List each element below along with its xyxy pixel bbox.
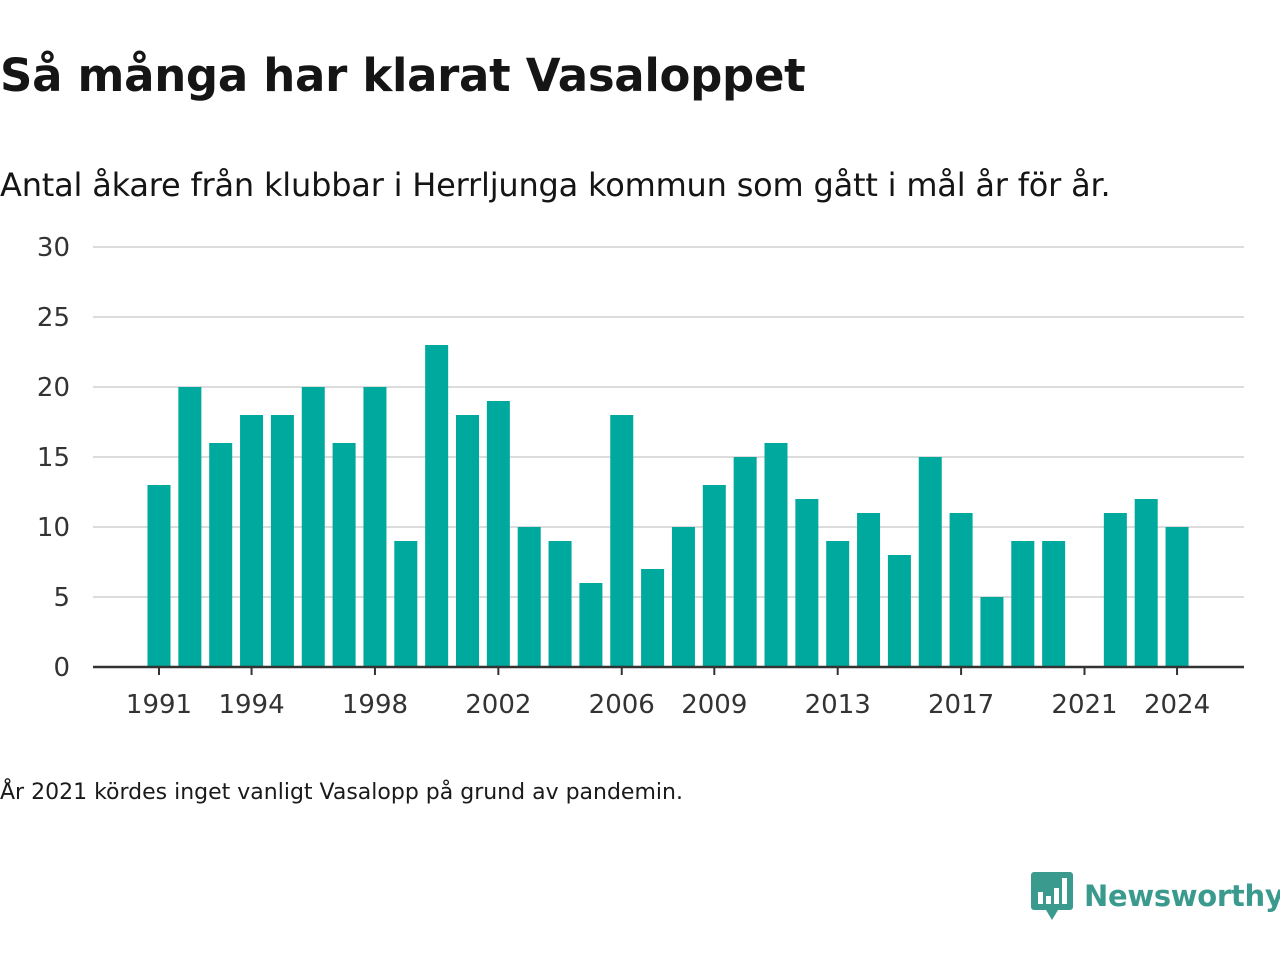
bar-2014 — [857, 513, 881, 667]
bar-2023 — [1134, 499, 1158, 667]
bar-2007 — [641, 569, 665, 667]
bar-1995 — [270, 415, 294, 667]
x-tick-label: 2021 — [1051, 690, 1117, 720]
x-tick-label: 2002 — [465, 690, 531, 720]
x-tick-label: 1991 — [126, 690, 192, 720]
bar-2024 — [1165, 527, 1189, 667]
bar-2016 — [918, 457, 942, 667]
brand: Newsworthy — [1030, 868, 1280, 924]
bar-2009 — [702, 485, 726, 667]
bar-2010 — [733, 457, 757, 667]
bar-2020 — [1042, 541, 1066, 667]
newsworthy-chart-bubble-icon — [1031, 872, 1073, 920]
y-tick-label: 25 — [37, 303, 70, 333]
x-tick-label: 2024 — [1144, 690, 1210, 720]
y-axis-tick-labels: 0 5 10 15 20 25 30 — [37, 233, 70, 683]
bar-2017 — [949, 513, 973, 667]
bar-1999 — [394, 541, 418, 667]
chart-title: Så många har klarat Vasaloppet — [0, 49, 806, 102]
bar-1992 — [178, 387, 202, 667]
x-tick-label: 2013 — [805, 690, 871, 720]
x-tick-label: 2009 — [681, 690, 747, 720]
x-axis-tick-labels: 1991 1994 1998 2002 2006 2009 2013 2017 2021 2024 — [126, 667, 1210, 720]
x-tick-label: 1994 — [218, 690, 284, 720]
bar-1993 — [209, 443, 233, 667]
bar-chart: 0 5 10 15 20 25 30 1991 1994 1998 2002 2006 2009 201… — [37, 233, 1244, 720]
bar-1997 — [332, 443, 356, 667]
bar-1994 — [240, 415, 264, 667]
bar-2015 — [887, 555, 911, 667]
bar-2013 — [826, 541, 850, 667]
x-tick-label: 1998 — [342, 690, 408, 720]
bar-2006 — [610, 415, 634, 667]
bar-1998 — [363, 387, 387, 667]
bar-1991 — [147, 485, 171, 667]
chart-subtitle: Antal åkare från klubbar i Herrljunga ko… — [0, 166, 1111, 204]
bar-2001 — [456, 415, 479, 667]
bar-2004 — [548, 541, 572, 667]
x-tick-label: 2006 — [589, 690, 655, 720]
gridlines — [93, 246, 1244, 598]
bar-2019 — [1011, 541, 1035, 667]
y-tick-label: 5 — [53, 583, 70, 613]
bar-2005 — [579, 583, 603, 667]
bar-2018 — [980, 597, 1004, 667]
bar-2011 — [764, 443, 788, 667]
chart-footnote: År 2021 kördes inget vanligt Vasalopp på… — [0, 780, 683, 805]
bar-2000 — [425, 345, 449, 667]
y-tick-label: 30 — [37, 233, 70, 263]
bar-2002 — [486, 401, 510, 667]
bar-2022 — [1103, 513, 1127, 667]
bar-2012 — [795, 499, 819, 667]
bar-2008 — [671, 527, 695, 667]
y-tick-label: 15 — [37, 443, 70, 473]
bar-1996 — [301, 387, 325, 667]
y-tick-label: 20 — [37, 373, 70, 403]
y-tick-label: 0 — [53, 653, 70, 683]
bar-2003 — [517, 527, 541, 667]
bars — [147, 345, 1189, 667]
brand-name: Newsworthy — [1084, 879, 1280, 913]
x-tick-label: 2017 — [928, 690, 994, 720]
y-tick-label: 10 — [37, 513, 70, 543]
